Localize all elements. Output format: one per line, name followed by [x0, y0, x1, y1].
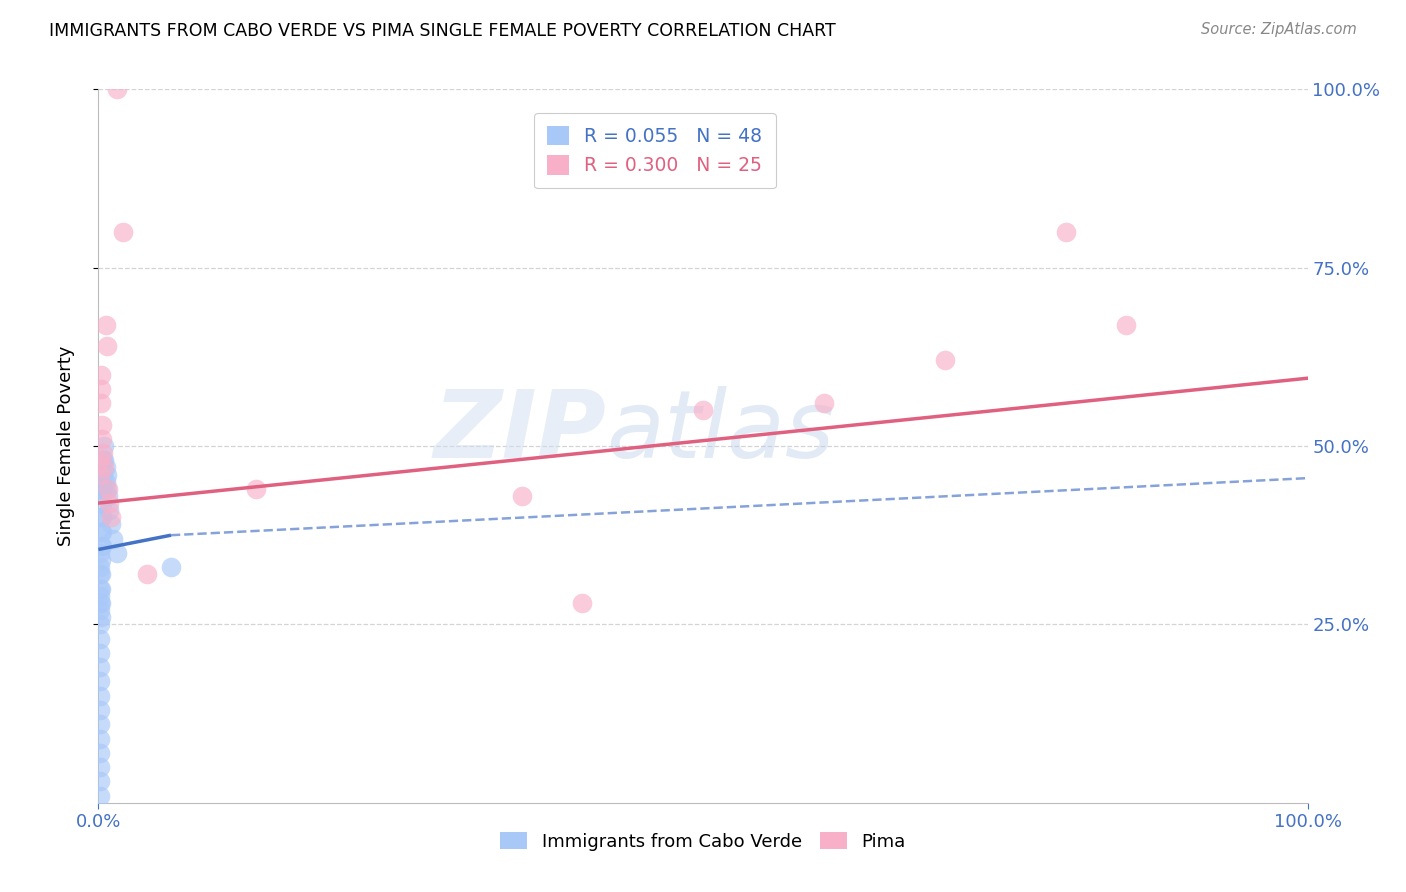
Point	[90, 582, 112, 596]
Point	[90, 596, 112, 610]
Point	[90, 539, 112, 553]
Point	[101, 532, 124, 546]
Text: Source: ZipAtlas.com: Source: ZipAtlas.com	[1201, 22, 1357, 37]
Point	[100, 510, 122, 524]
Point	[510, 489, 533, 503]
Point	[89, 546, 111, 560]
Point	[90, 510, 112, 524]
Point	[89, 617, 111, 632]
Point	[97, 482, 120, 496]
Point	[89, 746, 111, 760]
Point	[97, 489, 120, 503]
Point	[91, 482, 114, 496]
Point	[89, 632, 111, 646]
Point	[96, 482, 118, 496]
Point	[93, 453, 115, 467]
Point	[94, 475, 117, 489]
Point	[93, 439, 115, 453]
Point	[90, 396, 112, 410]
Point	[93, 460, 115, 475]
Point	[94, 318, 117, 332]
Point	[91, 453, 114, 467]
Point	[89, 760, 111, 774]
Point	[91, 482, 114, 496]
Point	[89, 703, 111, 717]
Point	[89, 453, 111, 467]
Point	[89, 589, 111, 603]
Point	[571, 596, 593, 610]
Text: atlas: atlas	[606, 386, 835, 477]
Point	[89, 596, 111, 610]
Point	[89, 731, 111, 746]
Point	[91, 510, 114, 524]
Point	[89, 646, 111, 660]
Legend: Immigrants from Cabo Verde, Pima: Immigrants from Cabo Verde, Pima	[494, 825, 912, 858]
Point	[91, 417, 114, 432]
Point	[160, 560, 183, 574]
Point	[91, 496, 114, 510]
Point	[111, 225, 134, 239]
Point	[90, 610, 112, 624]
Point	[100, 517, 122, 532]
Point	[89, 603, 111, 617]
Point	[91, 539, 114, 553]
Point	[94, 460, 117, 475]
Point	[89, 582, 111, 596]
Point	[89, 717, 111, 731]
Point	[91, 467, 114, 482]
Point	[90, 567, 112, 582]
Text: ZIP: ZIP	[433, 385, 606, 478]
Point	[90, 382, 112, 396]
Point	[98, 496, 121, 510]
Point	[90, 368, 112, 382]
Point	[89, 560, 111, 574]
Point	[96, 339, 118, 353]
Point	[89, 660, 111, 674]
Point	[90, 524, 112, 539]
Point	[135, 567, 157, 582]
Text: IMMIGRANTS FROM CABO VERDE VS PIMA SINGLE FEMALE POVERTY CORRELATION CHART: IMMIGRANTS FROM CABO VERDE VS PIMA SINGL…	[49, 22, 837, 40]
Point	[96, 467, 118, 482]
Point	[91, 524, 114, 539]
Point	[98, 503, 121, 517]
Point	[90, 553, 112, 567]
Point	[91, 432, 114, 446]
Point	[1115, 318, 1137, 332]
Point	[105, 546, 128, 560]
Point	[89, 467, 111, 482]
Point	[89, 774, 111, 789]
Point	[692, 403, 714, 417]
Point	[89, 689, 111, 703]
Point	[89, 789, 111, 803]
Y-axis label: Single Female Poverty: Single Female Poverty	[56, 346, 75, 546]
Point	[89, 674, 111, 689]
Point	[105, 82, 128, 96]
Point	[813, 396, 835, 410]
Point	[89, 567, 111, 582]
Point	[1054, 225, 1077, 239]
Point	[934, 353, 956, 368]
Point	[245, 482, 267, 496]
Point	[91, 446, 114, 460]
